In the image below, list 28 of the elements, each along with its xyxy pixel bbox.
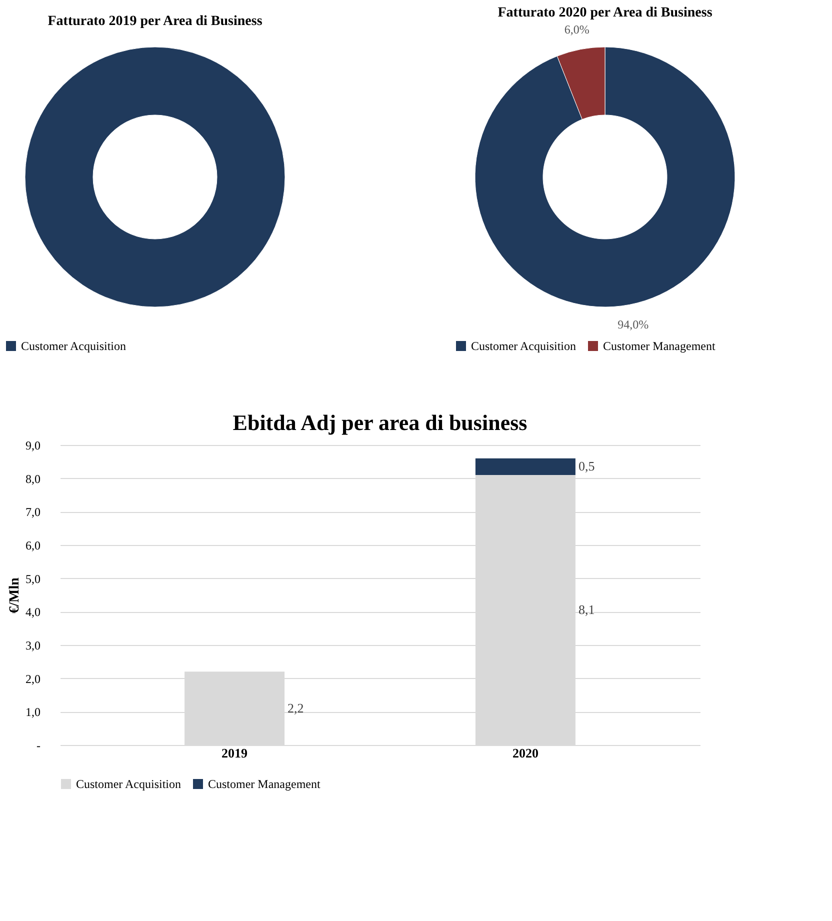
y-tick-label: 7,0 <box>26 505 40 520</box>
data-label: 2,2 <box>288 700 304 716</box>
donut-slice <box>474 46 736 308</box>
legend-label: Customer Acquisition <box>21 339 126 353</box>
data-label: 6,0% <box>564 22 590 37</box>
legend-label: Customer Acquisition <box>471 339 576 353</box>
y-tick-label: 5,0 <box>26 572 40 586</box>
legend-label: Customer Management <box>603 339 716 353</box>
x-tick-label: 2020 <box>512 746 538 760</box>
y-tick-label: 2,0 <box>26 672 40 686</box>
y-tick-label: 9,0 <box>26 438 40 452</box>
y-axis-title: €/Mln <box>8 577 22 614</box>
chart-title: Ebitda Adj per area di business <box>232 410 528 435</box>
y-tick-label: 4,0 <box>26 605 40 620</box>
bar <box>475 458 576 475</box>
y-tick-label: 8,0 <box>26 472 40 486</box>
data-label: 0,5 <box>578 458 595 474</box>
y-tick-label: - <box>36 738 40 752</box>
y-tick-label: 1,0 <box>26 705 40 720</box>
legend-label: Customer Acquisition <box>76 777 181 791</box>
chart-title: Fatturato 2019 per Area di Business <box>48 14 263 29</box>
y-tick-label: 3,0 <box>26 638 40 652</box>
data-label: 8,1 <box>578 602 595 617</box>
legend-label: Customer Management <box>208 777 321 791</box>
data-label: 94,0% <box>618 317 649 332</box>
x-tick-label: 2019 <box>222 746 248 760</box>
chart-title: Fatturato 2020 per Area di Business <box>498 6 713 21</box>
y-tick-label: 6,0 <box>26 538 40 552</box>
